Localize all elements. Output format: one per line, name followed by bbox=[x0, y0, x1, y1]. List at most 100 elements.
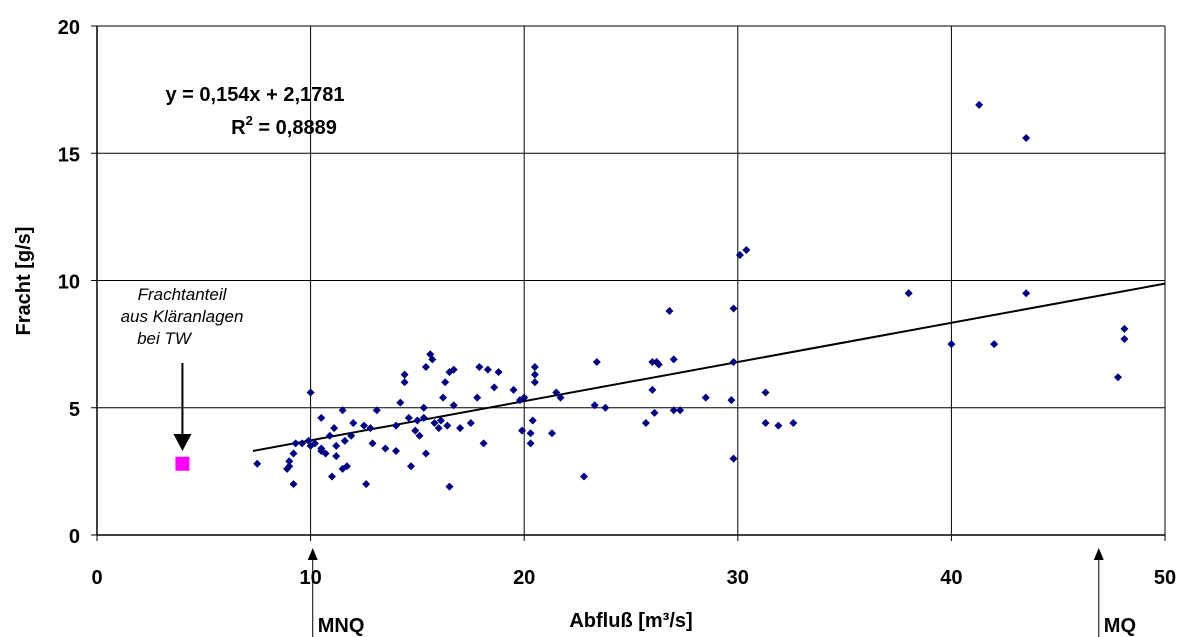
data-point-108 bbox=[990, 340, 999, 349]
data-point-109 bbox=[1022, 133, 1031, 142]
data-point-97 bbox=[729, 357, 738, 366]
data-point-61 bbox=[473, 393, 482, 402]
data-point-111 bbox=[1114, 373, 1123, 382]
data-point-57 bbox=[449, 365, 458, 374]
data-point-76 bbox=[530, 363, 539, 372]
data-point-0 bbox=[253, 459, 262, 468]
data-point-56 bbox=[445, 482, 454, 491]
trendline bbox=[252, 282, 1166, 452]
data-point-6 bbox=[291, 439, 300, 448]
data-point-36 bbox=[400, 378, 409, 387]
data-point-79 bbox=[556, 393, 565, 402]
x-tick-label-20: 20 bbox=[513, 567, 535, 589]
data-point-101 bbox=[761, 388, 770, 397]
data-point-83 bbox=[601, 403, 610, 412]
data-point-19 bbox=[332, 452, 341, 461]
data-point-60 bbox=[466, 419, 475, 428]
data-point-40 bbox=[411, 426, 420, 435]
data-point-59 bbox=[456, 424, 465, 433]
x-tick-label-40: 40 bbox=[940, 567, 962, 589]
data-point-16 bbox=[325, 431, 334, 440]
data-point-82 bbox=[592, 357, 601, 366]
data-points bbox=[175, 100, 1129, 491]
data-point-75 bbox=[530, 370, 539, 379]
data-point-71 bbox=[526, 439, 535, 448]
marker-label-mq: MQ bbox=[1104, 615, 1136, 637]
data-point-113 bbox=[1120, 324, 1129, 333]
data-point-80 bbox=[580, 472, 589, 481]
data-point-104 bbox=[789, 419, 798, 428]
data-point-112 bbox=[1120, 335, 1129, 344]
data-point-38 bbox=[404, 413, 413, 422]
data-point-96 bbox=[729, 304, 738, 313]
data-point-50 bbox=[434, 424, 443, 433]
highlight-point bbox=[175, 456, 190, 471]
data-point-66 bbox=[494, 368, 503, 377]
data-point-2 bbox=[285, 462, 294, 471]
data-point-15 bbox=[321, 449, 330, 458]
data-point-7 bbox=[298, 439, 307, 448]
equation-r2-value: = 0,8889 bbox=[253, 117, 337, 139]
annotation-line3: bei TW bbox=[137, 329, 193, 348]
data-point-74 bbox=[530, 378, 539, 387]
data-point-44 bbox=[419, 403, 428, 412]
data-point-86 bbox=[648, 357, 657, 366]
data-point-13 bbox=[317, 413, 326, 422]
data-point-51 bbox=[436, 416, 445, 425]
x-tick-label-0: 0 bbox=[91, 567, 102, 589]
data-point-48 bbox=[428, 355, 437, 364]
data-point-17 bbox=[327, 472, 336, 481]
data-point-35 bbox=[396, 398, 405, 407]
data-point-53 bbox=[441, 378, 450, 387]
data-point-67 bbox=[509, 385, 518, 394]
data-point-4 bbox=[289, 480, 298, 489]
data-point-70 bbox=[520, 393, 529, 402]
data-point-64 bbox=[483, 365, 492, 374]
data-point-102 bbox=[761, 419, 770, 428]
data-point-89 bbox=[654, 360, 663, 369]
marker-label-mnq: MNQ bbox=[318, 615, 365, 637]
x-tick-label-50: 50 bbox=[1154, 567, 1176, 589]
x-axis-title: Abfluß [m³/s] bbox=[569, 610, 692, 632]
data-point-94 bbox=[701, 393, 710, 402]
annotation-arrow-head bbox=[173, 434, 192, 451]
data-point-63 bbox=[479, 439, 488, 448]
data-point-87 bbox=[650, 408, 659, 417]
data-point-65 bbox=[490, 383, 499, 392]
grid: 0 10 20 30 40 50 0 5 10 15 20 bbox=[58, 17, 1176, 589]
data-point-92 bbox=[669, 406, 678, 415]
data-point-49 bbox=[430, 419, 439, 428]
data-point-81 bbox=[590, 401, 599, 410]
marker-arrow-mnq bbox=[307, 548, 318, 560]
trendline-layer bbox=[252, 282, 1166, 452]
data-point-33 bbox=[392, 421, 401, 430]
data-point-30 bbox=[368, 439, 377, 448]
data-point-58 bbox=[449, 401, 458, 410]
data-point-11 bbox=[310, 439, 319, 448]
data-point-85 bbox=[648, 385, 657, 394]
data-point-100 bbox=[742, 245, 751, 254]
data-point-95 bbox=[727, 396, 736, 405]
equation-r2-sup: 2 bbox=[246, 113, 253, 128]
data-point-103 bbox=[774, 421, 783, 430]
data-point-93 bbox=[676, 406, 685, 415]
data-point-52 bbox=[439, 393, 448, 402]
data-point-62 bbox=[475, 363, 484, 372]
data-point-106 bbox=[947, 340, 956, 349]
equation-line1: y = 0,154x + 2,1781 bbox=[165, 84, 344, 106]
data-point-72 bbox=[526, 429, 535, 438]
data-point-5 bbox=[289, 449, 298, 458]
data-point-54 bbox=[443, 421, 452, 430]
data-point-25 bbox=[347, 431, 356, 440]
data-point-31 bbox=[372, 406, 381, 415]
data-point-14 bbox=[317, 444, 326, 453]
data-point-110 bbox=[1022, 289, 1031, 298]
y-tick-label-5: 5 bbox=[69, 399, 80, 421]
data-point-26 bbox=[349, 419, 358, 428]
y-tick-label-10: 10 bbox=[58, 272, 80, 294]
x-tick-label-30: 30 bbox=[727, 567, 749, 589]
equation-r2-prefix: R bbox=[231, 117, 246, 139]
data-point-99 bbox=[735, 251, 744, 260]
data-point-28 bbox=[362, 480, 371, 489]
